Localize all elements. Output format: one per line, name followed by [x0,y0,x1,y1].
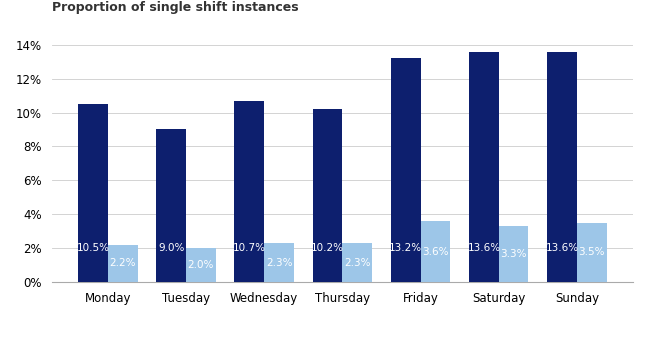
Bar [391,58,421,282]
Bar [342,243,372,282]
Text: 10.5%: 10.5% [76,243,109,253]
Text: 2.3%: 2.3% [266,258,292,268]
Bar [313,109,342,282]
Bar [421,221,450,282]
Bar [547,52,577,282]
Text: 3.3%: 3.3% [501,249,527,259]
Text: 3.6%: 3.6% [422,247,449,257]
Text: 10.2%: 10.2% [311,243,344,253]
Bar [234,101,264,282]
Text: Proportion of single shift instances: Proportion of single shift instances [52,1,298,14]
Bar [108,245,138,282]
Bar [577,223,607,282]
Bar [156,129,186,282]
Bar [499,226,528,282]
Text: 13.6%: 13.6% [545,243,579,253]
Text: 13.2%: 13.2% [389,243,422,253]
Bar [186,248,216,282]
Bar [469,52,499,282]
Bar [264,243,294,282]
Bar [78,104,108,282]
Text: 2.0%: 2.0% [188,260,214,270]
Text: 10.7%: 10.7% [233,243,266,253]
Text: 2.3%: 2.3% [344,258,371,268]
Text: 2.2%: 2.2% [109,258,136,268]
Text: 3.5%: 3.5% [579,247,605,257]
Text: 13.6%: 13.6% [467,243,501,253]
Text: 9.0%: 9.0% [158,243,184,253]
